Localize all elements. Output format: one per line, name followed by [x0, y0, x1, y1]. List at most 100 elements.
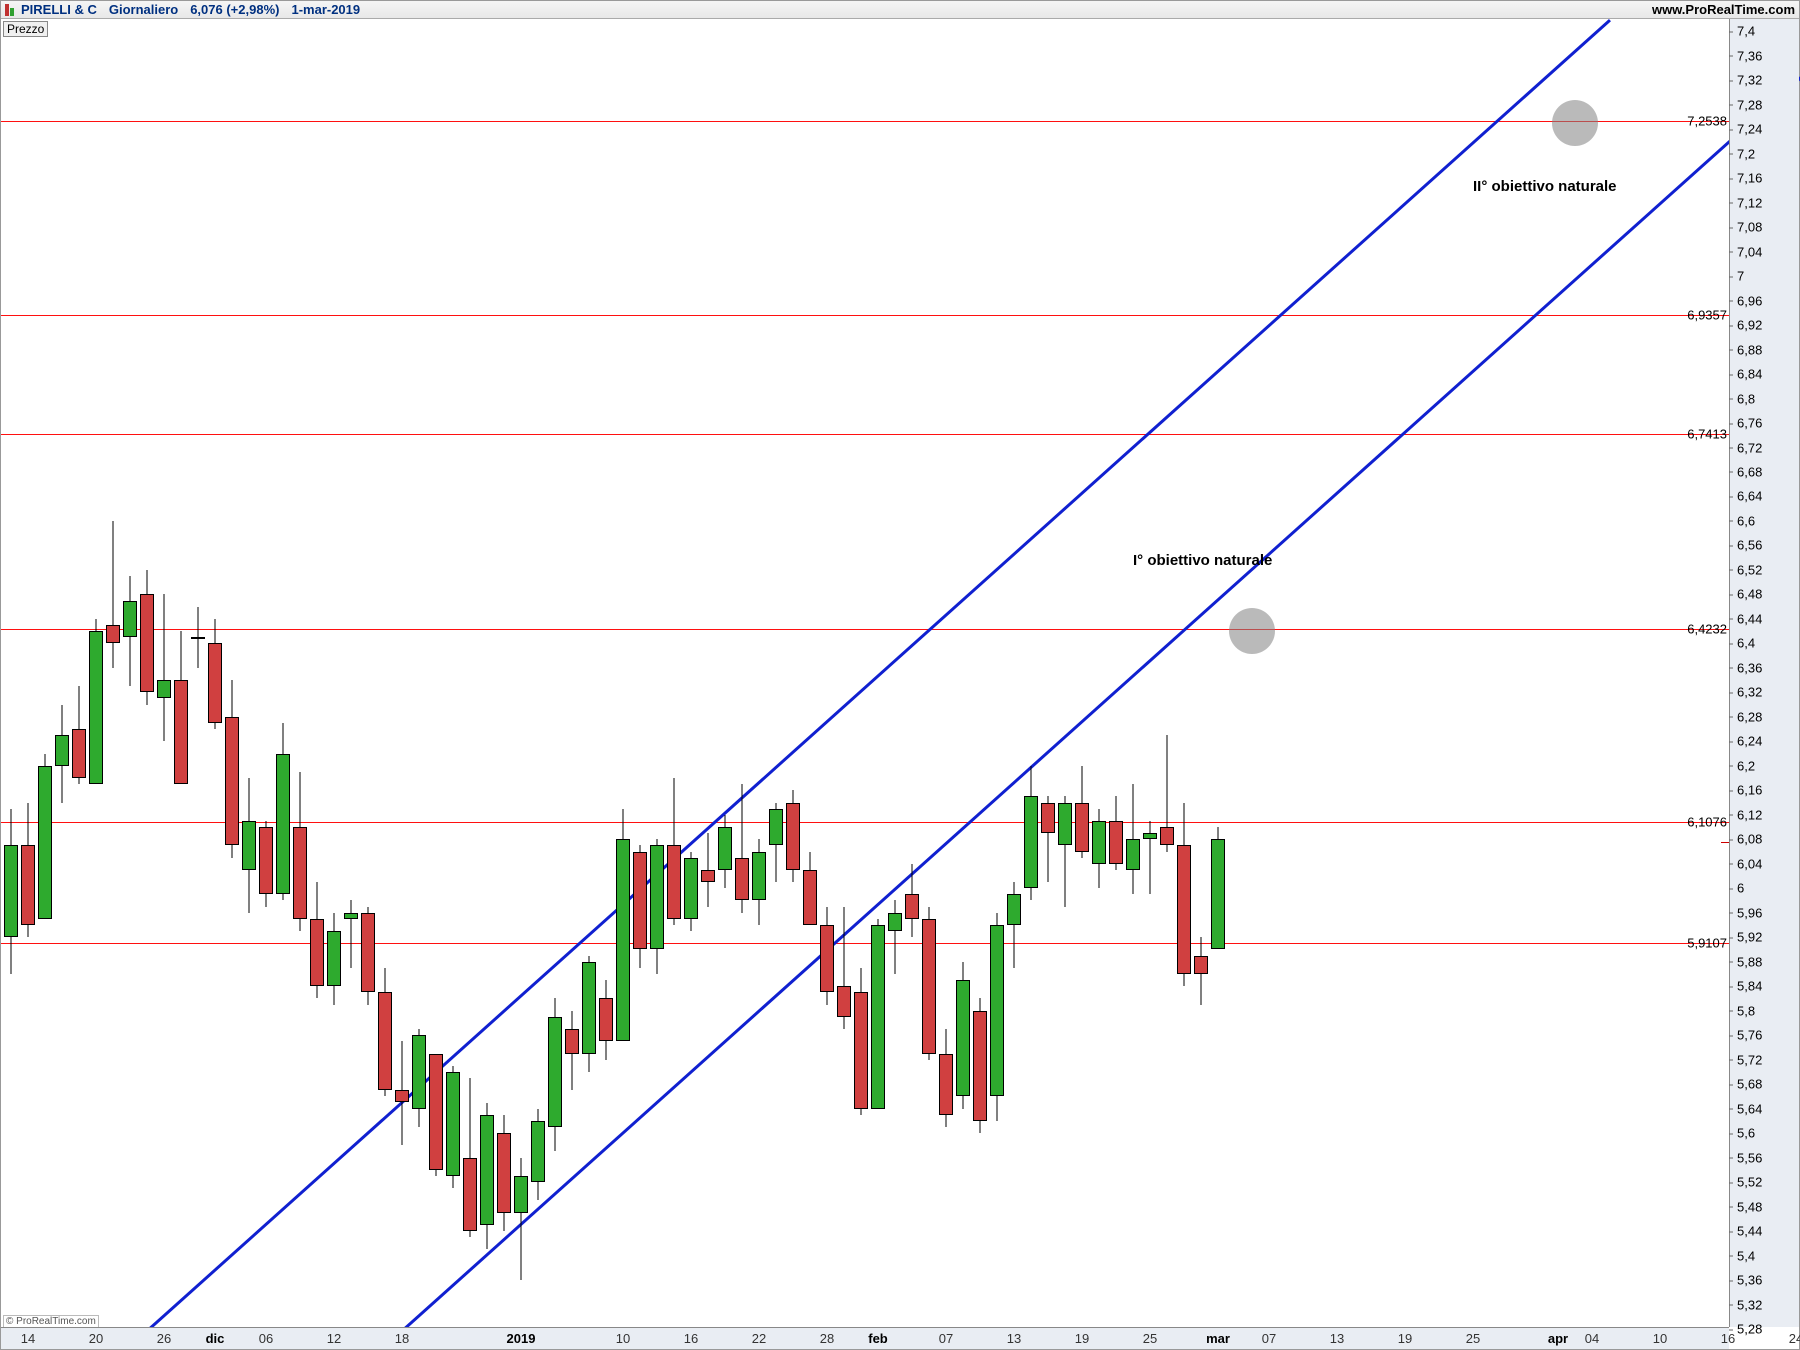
candle[interactable] — [412, 1029, 426, 1127]
ytick: 5,8 — [1733, 1003, 1799, 1018]
candle[interactable] — [650, 839, 664, 974]
candle[interactable] — [531, 1109, 545, 1201]
xtick: dic — [206, 1331, 225, 1346]
ytick: 6,04 — [1733, 856, 1799, 871]
candle[interactable] — [463, 1078, 477, 1237]
candle[interactable] — [191, 607, 205, 668]
candle[interactable] — [1024, 766, 1038, 901]
candle[interactable] — [1075, 766, 1089, 858]
candle[interactable] — [888, 900, 902, 973]
ytick: 5,36 — [1733, 1273, 1799, 1288]
candle[interactable] — [582, 956, 596, 1072]
xtick: 13 — [1330, 1331, 1344, 1346]
ytick: 5,32 — [1733, 1297, 1799, 1312]
candle[interactable] — [276, 723, 290, 901]
candle[interactable] — [446, 1066, 460, 1188]
candle[interactable] — [1194, 937, 1208, 1004]
candle[interactable] — [1126, 784, 1140, 894]
hline-label: 6,7413 — [1687, 427, 1727, 442]
candle[interactable] — [701, 833, 715, 906]
candle[interactable] — [497, 1115, 511, 1231]
candle[interactable] — [225, 680, 239, 858]
candle[interactable] — [1092, 809, 1106, 889]
candle[interactable] — [378, 968, 392, 1097]
candle[interactable] — [259, 821, 273, 907]
xtick: 07 — [1262, 1331, 1276, 1346]
price-chart[interactable]: 7,25386,93576,74136,42326,10765,9107I° o… — [1, 19, 1729, 1327]
candle[interactable] — [174, 631, 188, 784]
candle[interactable] — [106, 521, 120, 668]
chart-header: PIRELLI & C Giornaliero 6,076 (+2,98%) 1… — [1, 1, 1799, 19]
xtick: 13 — [1007, 1331, 1021, 1346]
candle[interactable] — [922, 907, 936, 1060]
candle[interactable] — [72, 686, 86, 784]
chart-window: PIRELLI & C Giornaliero 6,076 (+2,98%) 1… — [0, 0, 1800, 1350]
trend-channel-line[interactable] — [147, 19, 1611, 1331]
ytick: 5,92 — [1733, 930, 1799, 945]
candle[interactable] — [327, 913, 341, 1005]
xtick: 22 — [752, 1331, 766, 1346]
brand-link[interactable]: www.ProRealTime.com — [1652, 2, 1795, 17]
xtick: 16 — [684, 1331, 698, 1346]
candle[interactable] — [38, 754, 52, 919]
x-axis: 142026dic061218201910162228feb07131925ma… — [1, 1327, 1729, 1349]
candle[interactable] — [599, 980, 613, 1060]
trend-channel-line[interactable] — [402, 19, 1800, 1331]
candle[interactable] — [752, 839, 766, 925]
candle[interactable] — [548, 998, 562, 1151]
candle[interactable] — [310, 882, 324, 998]
candle[interactable] — [344, 900, 358, 967]
candle[interactable] — [973, 998, 987, 1133]
xtick: 2019 — [507, 1331, 536, 1346]
candle[interactable] — [1041, 796, 1055, 882]
candle[interactable] — [361, 907, 375, 1005]
candle[interactable] — [565, 1011, 579, 1091]
candle[interactable] — [684, 852, 698, 932]
candle[interactable] — [123, 576, 137, 686]
candle[interactable] — [616, 809, 630, 1042]
ytick: 7,16 — [1733, 171, 1799, 186]
candle[interactable] — [990, 913, 1004, 1121]
candle[interactable] — [786, 790, 800, 882]
candle[interactable] — [208, 619, 222, 729]
candle[interactable] — [89, 619, 103, 784]
candle[interactable] — [140, 570, 154, 705]
candle[interactable] — [1109, 796, 1123, 869]
ytick: 6,32 — [1733, 685, 1799, 700]
candle[interactable] — [905, 864, 919, 937]
candle[interactable] — [395, 1041, 409, 1145]
candle[interactable] — [837, 907, 851, 1029]
candle[interactable] — [293, 772, 307, 931]
candle[interactable] — [480, 1103, 494, 1250]
candle[interactable] — [429, 1054, 443, 1176]
candle[interactable] — [1007, 882, 1021, 968]
ytick: 5,52 — [1733, 1175, 1799, 1190]
xtick: 18 — [395, 1331, 409, 1346]
candle[interactable] — [735, 784, 749, 913]
candle[interactable] — [242, 778, 256, 913]
candle[interactable] — [820, 907, 834, 1005]
candle[interactable] — [871, 919, 885, 1109]
candle[interactable] — [1160, 735, 1174, 851]
candle[interactable] — [514, 1158, 528, 1280]
candle[interactable] — [939, 1029, 953, 1127]
candle[interactable] — [1211, 827, 1225, 949]
candle[interactable] — [956, 962, 970, 1109]
xtick: feb — [868, 1331, 888, 1346]
candle[interactable] — [803, 852, 817, 925]
ytick: 6,16 — [1733, 783, 1799, 798]
candle[interactable] — [718, 815, 732, 888]
candle[interactable] — [1058, 796, 1072, 906]
candle[interactable] — [769, 803, 783, 883]
candle[interactable] — [854, 968, 868, 1115]
candle[interactable] — [667, 778, 681, 925]
candle[interactable] — [1143, 821, 1157, 894]
candle[interactable] — [1177, 803, 1191, 987]
candle[interactable] — [157, 594, 171, 741]
candle[interactable] — [55, 705, 69, 803]
last-price: 6,076 (+2,98%) — [190, 2, 279, 17]
chart-annotation: I° obiettivo naturale — [1133, 552, 1272, 569]
candle[interactable] — [633, 845, 647, 967]
candle[interactable] — [4, 809, 18, 974]
candle[interactable] — [21, 803, 35, 938]
